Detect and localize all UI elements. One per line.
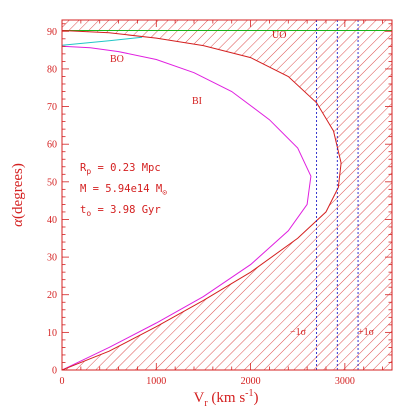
y-tick-label: 0 xyxy=(52,366,57,377)
y-tick-label: 30 xyxy=(47,253,57,264)
annotation-time: to = 3.98 Gyr xyxy=(80,204,161,218)
hatched-region xyxy=(62,20,392,370)
series-label-bi: BI xyxy=(192,96,202,107)
series-label-bo: BO xyxy=(110,54,124,65)
x-tick-label: 2000 xyxy=(241,376,261,387)
series-bo-line xyxy=(62,36,143,46)
annotation-mass: M = 5.94e14 M⊙ xyxy=(80,183,167,197)
series-layer xyxy=(62,30,392,370)
x-axis-title: Vr (km s-1) xyxy=(193,388,258,409)
annotation-rp: Rp = 0.23 Mpc xyxy=(80,162,161,176)
excluded-region-hatching xyxy=(62,20,392,370)
y-tick-label: 60 xyxy=(47,140,57,151)
y-tick-label: 90 xyxy=(47,27,57,38)
series-boundary-line xyxy=(62,30,342,370)
x-tick-label: 0 xyxy=(60,376,65,387)
y-tick-label: 80 xyxy=(47,64,57,75)
plot-frame xyxy=(61,19,393,371)
sigma-label-minus: −1σ xyxy=(290,327,307,338)
y-tick-label: 10 xyxy=(47,328,57,339)
series-bi-line xyxy=(62,45,312,370)
axis-ticks: 0 1000 2000 3000 0 10 20 30 40 50 60 70 80 90 xyxy=(47,20,392,387)
y-tick-label: 20 xyxy=(47,290,57,301)
y-tick-label: 50 xyxy=(47,177,57,188)
y-tick-label: 40 xyxy=(47,215,57,226)
y-tick-label: 70 xyxy=(47,102,57,113)
y-axis-title: α(degrees) xyxy=(10,163,26,227)
x-tick-label: 1000 xyxy=(146,376,166,387)
sigma-label-plus: +1σ xyxy=(358,327,375,338)
series-label-uo: UO xyxy=(272,30,286,41)
x-tick-label: 3000 xyxy=(335,376,355,387)
